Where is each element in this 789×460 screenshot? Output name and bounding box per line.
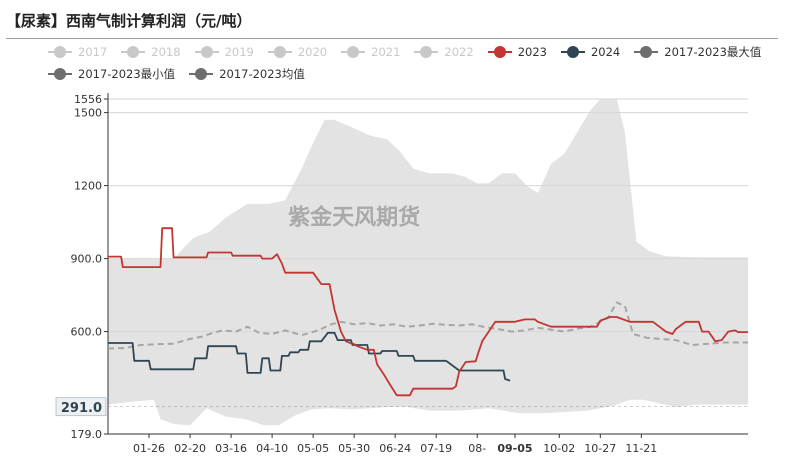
x-tick-label: 05-05 [297,442,329,455]
legend-label: 2020 [297,45,328,59]
x-tick-label: 10-27 [584,442,616,455]
chart-title: 【尿素】西南气制计算利润（元/吨） [6,12,252,30]
legend-item-2022[interactable]: 2022 [414,45,474,59]
x-tick-label: 08- [468,442,486,455]
x-tick-label: 11-21 [625,442,657,455]
x-tick-label: 05-30 [338,442,370,455]
x-tick-label: 03-16 [215,442,247,455]
y-tick-label: 1556 [74,93,102,106]
y-tick-label: 179.0 [71,428,103,441]
legend-item-2024[interactable]: 2024 [560,45,621,59]
y-tick-label: 600.0 [71,326,103,339]
legend-label: 2021 [371,45,401,59]
legend-row-1: 2017 2018 2019 2020 2021 2022 2023 2024 2017-202… [48,41,768,63]
legend-label: 2017-2023最小值 [78,67,176,81]
watermark: 紫金天风期货 [288,205,420,231]
x-tick-label: 10-02 [543,442,575,455]
legend-item-2017-2023均值[interactable]: 2017-2023均值 [189,66,305,82]
legend-item-2017[interactable]: 2017 [48,45,107,59]
legend-symbol-icon [560,46,585,58]
legend-label: 2018 [151,45,181,59]
legend-label: 2017-2023最大值 [664,45,762,59]
y-tick-label: 1200 [74,180,102,193]
current-value-label: 291.0 [61,401,102,416]
x-tick-label: 01-26 [133,442,165,455]
title-divider [6,38,778,39]
series-line-2017-2023均值 [108,301,748,350]
x-tick-label: 04-10 [256,442,288,455]
legend-label: 2024 [590,45,621,59]
legend-symbol-icon [48,46,72,58]
legend-symbol-icon [189,68,214,80]
legend-item-2021[interactable]: 2021 [341,45,400,59]
legend-symbol-icon [341,46,366,58]
legend-label: 2017-2023均值 [219,67,305,81]
legend-label: 2022 [444,45,474,59]
legend-symbol-icon [414,46,439,58]
x-tick-label: 02-20 [174,442,206,455]
legend-item-2019[interactable]: 2019 [194,45,254,59]
legend-label: 2017 [78,45,108,59]
legend-symbol-icon [121,46,146,58]
legend-item-2017-2023最大值[interactable]: 2017-2023最大值 [634,44,761,60]
y-tick-label: 1500 [74,107,102,120]
x-tick-label: 07-19 [420,442,452,455]
min-max-band [108,99,748,426]
legend-label: 2023 [517,45,547,59]
legend-label: 2019 [224,45,254,59]
legend-symbol-icon [48,68,72,80]
legend-symbol-icon [194,46,219,58]
legend-item-2023[interactable]: 2023 [487,45,547,59]
series-line-2024 [108,331,511,382]
x-tick-label: 09-05 [497,442,532,455]
legend-symbol-icon [267,46,292,58]
legend-symbol-icon [634,46,659,58]
legend-symbol-icon [487,46,512,58]
legend-row-2: 2017-2023最小值 2017-2023均值 [48,63,768,85]
current-value-box [55,397,107,417]
legend: 2017 2018 2019 2020 2021 2022 2023 2024 2017-202… [48,41,768,85]
series-line-2023 [108,227,748,397]
legend-item-2018[interactable]: 2018 [121,45,181,59]
legend-item-2017-2023最小值[interactable]: 2017-2023最小值 [48,66,175,82]
y-tick-label: 900.0 [71,253,103,266]
x-tick-label: 06-24 [379,442,411,455]
legend-item-2020[interactable]: 2020 [267,45,328,59]
